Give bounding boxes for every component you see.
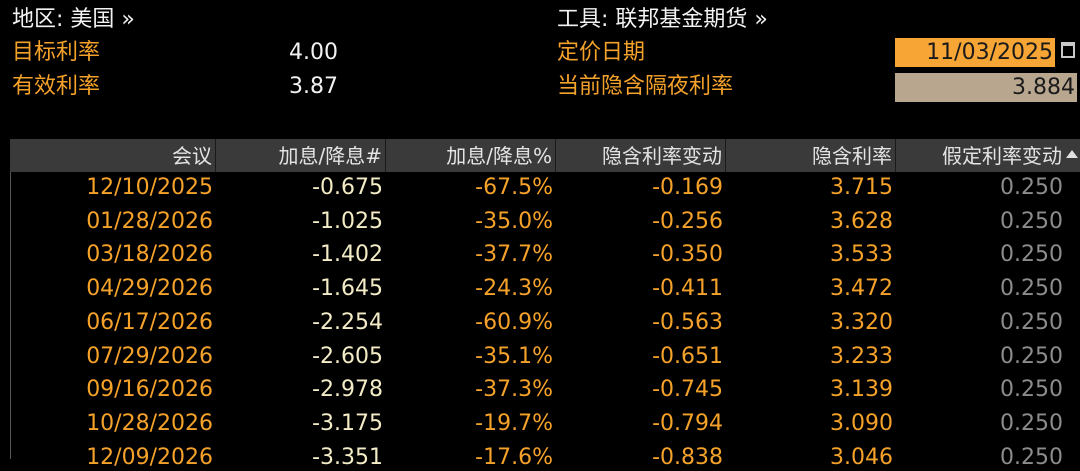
pricing-date-input[interactable]: 11/03/2025 [895, 38, 1055, 67]
cell: -1.025 [312, 208, 383, 234]
meeting-date: 12/10/2025 [86, 175, 213, 200]
meeting-date: 07/29/2026 [86, 343, 213, 369]
region-link[interactable]: 地区: 美国 » [12, 7, 135, 32]
column-header: 隐含利率 [812, 144, 892, 168]
cell: -0.256 [652, 208, 723, 234]
pricing-date-label: 定价日期 [557, 40, 646, 65]
implied-rate-value: 3.884 [1012, 75, 1075, 100]
column-separator [895, 139, 896, 172]
cell: -1.645 [312, 276, 383, 302]
cell: -3.351 [312, 444, 383, 470]
meeting-date: 06/17/2026 [86, 309, 213, 335]
table-body: 12/10/2025 -0.675 -67.5% -0.169 3.715 0.250 01… [10, 172, 1080, 470]
cell: -35.1% [475, 343, 553, 369]
cell: 0.250 [1000, 175, 1063, 200]
meeting-date: 01/28/2026 [86, 208, 213, 234]
column-separator [215, 139, 216, 172]
cell: -24.3% [475, 276, 553, 302]
cell: 3.533 [830, 242, 893, 268]
cell: 0.250 [1000, 242, 1063, 268]
target-rate-label: 目标利率 [12, 40, 101, 65]
effective-rate-value: 3.87 [289, 74, 338, 99]
cell: 3.139 [830, 377, 893, 403]
meeting-date: 09/16/2026 [86, 377, 213, 403]
meeting-date: 12/09/2026 [86, 444, 213, 470]
cell: -19.7% [475, 410, 553, 436]
cell: -0.675 [312, 175, 383, 200]
cell: 3.090 [830, 410, 893, 436]
cell: -3.175 [312, 410, 383, 436]
cell: 3.233 [830, 343, 893, 369]
column-separator [385, 139, 386, 172]
cell: -0.838 [652, 444, 723, 470]
column-separator [725, 139, 726, 172]
cell: 3.628 [830, 208, 893, 234]
cell: 3.046 [830, 444, 893, 470]
cell: -0.794 [652, 410, 723, 436]
cell: 0.250 [1000, 377, 1063, 403]
cell: -1.402 [312, 242, 383, 268]
cell: -37.3% [475, 377, 553, 403]
meeting-date: 10/28/2026 [86, 410, 213, 436]
implied-rate-field: 3.884 [895, 73, 1077, 102]
cell: -60.9% [475, 309, 553, 335]
cell: -17.6% [475, 444, 553, 470]
cell: -0.169 [652, 175, 723, 200]
instrument-link[interactable]: 工具: 联邦基金期货 » [557, 7, 768, 32]
scroll-up[interactable] [1066, 150, 1078, 158]
cell: -0.563 [652, 309, 723, 335]
column-header: 加息/降息# [278, 144, 383, 168]
cell: -2.978 [312, 377, 383, 403]
column-header: 加息/降息% [446, 144, 552, 168]
cell: -2.254 [312, 309, 383, 335]
pricing-date-value: 11/03/2025 [926, 40, 1053, 65]
cell: 0.250 [1000, 410, 1063, 436]
cell: 0.250 [1000, 444, 1063, 470]
cell: -37.7% [475, 242, 553, 268]
column-header: 假定利率变动 [942, 144, 1062, 168]
column-header: 隐含利率变动 [602, 144, 722, 168]
cell: -2.605 [312, 343, 383, 369]
effective-rate-label: 有效利率 [12, 74, 101, 99]
cell: 0.250 [1000, 208, 1063, 234]
calendar-icon[interactable] [1061, 42, 1075, 58]
cell: -0.745 [652, 377, 723, 403]
implied-rate-label: 当前隐含隔夜利率 [557, 74, 734, 99]
cell: 3.472 [830, 276, 893, 302]
cell: 0.250 [1000, 309, 1063, 335]
column-header: 会议 [172, 144, 212, 168]
cell: -0.651 [652, 343, 723, 369]
cell: -0.350 [652, 242, 723, 268]
table-header: 会议 加息/降息# 加息/降息% 隐含利率变动 隐含利率 假定利率变动 [10, 139, 1080, 172]
cell: -67.5% [475, 175, 553, 200]
cell: 0.250 [1000, 276, 1063, 302]
cell: 3.320 [830, 309, 893, 335]
cell: 0.250 [1000, 343, 1063, 369]
cell: -0.411 [652, 276, 723, 302]
target-rate-value: 4.00 [289, 40, 338, 65]
cell: 3.715 [830, 175, 893, 200]
screen: {"header": { "region": "地区: 美国 »", "inst… [10, 7, 1080, 470]
meeting-date: 03/18/2026 [86, 242, 213, 268]
cell: -35.0% [475, 208, 553, 234]
column-separator [555, 139, 556, 172]
meeting-date: 04/29/2026 [86, 276, 213, 302]
